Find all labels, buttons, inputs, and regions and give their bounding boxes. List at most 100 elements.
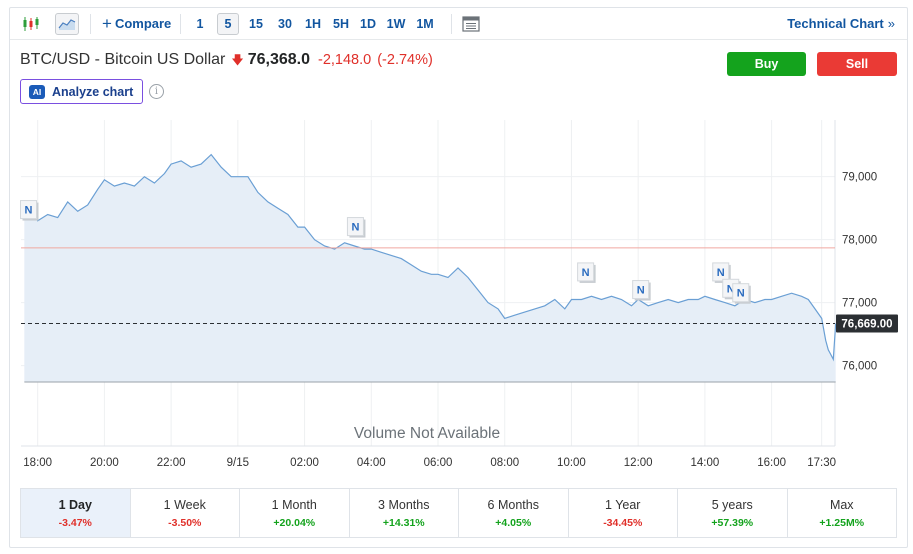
timeframe-30[interactable]: 30 bbox=[278, 17, 292, 31]
candlestick-icon[interactable] bbox=[20, 13, 42, 35]
news-marker-label: N bbox=[25, 205, 33, 217]
y-tick-label: 76,000 bbox=[842, 361, 877, 373]
period-label: 1 Year bbox=[605, 497, 641, 512]
period-1-month[interactable]: 1 Month +20.04% bbox=[240, 489, 350, 537]
timeframe-1h[interactable]: 1H bbox=[305, 17, 321, 31]
period-6-months[interactable]: 6 Months +4.05% bbox=[459, 489, 569, 537]
sell-button[interactable]: Sell bbox=[817, 52, 897, 76]
news-marker[interactable]: N bbox=[732, 283, 751, 304]
period-label: 1 Week bbox=[163, 497, 206, 512]
news-marker[interactable]: N bbox=[577, 262, 596, 283]
period-change: -34.45% bbox=[603, 516, 643, 529]
technical-chart-link[interactable]: Technical Chart» bbox=[787, 16, 895, 31]
period-1-year[interactable]: 1 Year -34.45% bbox=[569, 489, 678, 537]
chart-toolbar: + Compare 1 5 15 30 1H 5H 1D 1W 1M Technical Cha… bbox=[10, 8, 907, 40]
instrument-header: BTC/USD - Bitcoin US Dollar 🡇 76,368.0 -… bbox=[20, 51, 433, 72]
period-change: +4.05% bbox=[495, 516, 532, 529]
x-tick-label: 04:00 bbox=[357, 457, 386, 469]
period-max[interactable]: Max +1.25M% bbox=[788, 489, 897, 537]
x-tick-label: 14:00 bbox=[691, 457, 720, 469]
y-tick-label: 78,000 bbox=[842, 235, 877, 247]
period-3-months[interactable]: 3 Months +14.31% bbox=[350, 489, 459, 537]
news-marker-label: N bbox=[351, 222, 359, 234]
analyze-chart-label: Analyze chart bbox=[52, 84, 134, 99]
x-tick-label: 22:00 bbox=[157, 457, 186, 469]
news-marker[interactable]: N bbox=[712, 262, 731, 283]
period-label: Max bbox=[829, 497, 854, 512]
period-label: 3 Months bbox=[378, 497, 430, 512]
timeframe-5h[interactable]: 5H bbox=[333, 17, 349, 31]
news-marker-label: N bbox=[717, 267, 725, 279]
analyze-chart-button[interactable]: AI Analyze chart bbox=[20, 79, 143, 104]
period-label: 5 years bbox=[711, 497, 753, 512]
timeframe-15[interactable]: 15 bbox=[249, 17, 263, 31]
price-change-percent: (-2.74%) bbox=[377, 52, 433, 68]
news-marker-label: N bbox=[727, 283, 735, 295]
period-performance-bar: 1 Day -3.47% 1 Week -3.50% 1 Month +20.04% 3 M… bbox=[20, 488, 897, 538]
toolbar-divider bbox=[180, 14, 181, 34]
period-1-day[interactable]: 1 Day -3.47% bbox=[21, 489, 131, 537]
instrument-title: BTC/USD - Bitcoin US Dollar bbox=[20, 51, 226, 68]
news-marker-label: N bbox=[737, 288, 745, 300]
info-icon[interactable]: i bbox=[149, 84, 164, 99]
news-marker[interactable]: N bbox=[632, 280, 651, 301]
price-change: -2,148.0 bbox=[318, 52, 372, 68]
news-marker-box bbox=[732, 283, 750, 303]
x-tick-label: 20:00 bbox=[90, 457, 119, 469]
news-marker-box bbox=[632, 280, 650, 300]
y-axis: 79,000 78,000 77,000 76,000 bbox=[842, 172, 877, 373]
x-tick-label: 18:00 bbox=[23, 457, 52, 469]
news-marker[interactable]: N bbox=[346, 217, 366, 238]
period-label: 1 Month bbox=[271, 497, 317, 512]
table-icon[interactable] bbox=[460, 13, 482, 35]
volume-not-available: Volume Not Available bbox=[354, 425, 500, 442]
compare-label: Compare bbox=[114, 16, 172, 31]
news-marker-box bbox=[20, 200, 37, 220]
period-change: -3.50% bbox=[168, 516, 202, 529]
y-tick-label: 79,000 bbox=[842, 172, 877, 184]
last-price: 76,368.0 bbox=[247, 51, 310, 68]
x-tick-label: 12:00 bbox=[624, 457, 653, 469]
current-price-tag-label: 76,669.00 bbox=[841, 318, 892, 330]
buy-button[interactable]: Buy bbox=[727, 52, 806, 76]
timeframe-1m[interactable]: 1M bbox=[416, 17, 434, 31]
ai-icon: AI bbox=[29, 84, 45, 99]
technical-chart-label: Technical Chart bbox=[787, 16, 884, 31]
timeframe-1[interactable]: 1 bbox=[196, 17, 204, 31]
down-arrow-icon: 🡇 bbox=[231, 53, 244, 67]
news-marker-box bbox=[577, 262, 595, 282]
plus-icon: + bbox=[102, 14, 112, 33]
toolbar-divider bbox=[90, 14, 91, 34]
period-change: +1.25M% bbox=[819, 516, 865, 529]
price-line bbox=[23, 153, 837, 362]
x-tick-label: 10:00 bbox=[557, 457, 586, 469]
chart-widget-frame bbox=[9, 7, 908, 548]
price-area bbox=[24, 154, 836, 382]
timeframe-5[interactable]: 5 bbox=[217, 13, 239, 35]
compare-button[interactable]: + Compare bbox=[102, 14, 172, 33]
news-marker-box bbox=[712, 262, 730, 282]
news-marker[interactable]: N bbox=[20, 200, 39, 221]
x-tick-label: 9/15 bbox=[227, 457, 249, 469]
x-axis: 18:00 20:00 22:00 9/15 02:00 04:00 06:00 08:00 1… bbox=[23, 457, 836, 469]
double-chevron-right-icon: » bbox=[887, 16, 895, 31]
x-tick-label: 17:30 bbox=[807, 457, 836, 469]
current-price-tag: 76,669.00 bbox=[836, 314, 898, 333]
x-tick-label: 16:00 bbox=[757, 457, 786, 469]
y-tick-label: 77,000 bbox=[842, 298, 877, 310]
period-change: +57.39% bbox=[711, 516, 754, 529]
news-marker-box bbox=[346, 217, 364, 237]
timeframe-1d[interactable]: 1D bbox=[360, 17, 376, 31]
period-label: 1 Day bbox=[58, 497, 92, 512]
period-1-week[interactable]: 1 Week -3.50% bbox=[131, 489, 240, 537]
period-change: +14.31% bbox=[382, 516, 425, 529]
toolbar-divider bbox=[451, 14, 452, 34]
period-label: 6 Months bbox=[487, 497, 539, 512]
area-chart-icon[interactable] bbox=[55, 13, 79, 35]
period-change: -3.47% bbox=[58, 516, 92, 529]
x-tick-label: 06:00 bbox=[424, 457, 453, 469]
timeframe-1w[interactable]: 1W bbox=[386, 17, 406, 31]
period-5-years[interactable]: 5 years +57.39% bbox=[678, 489, 788, 537]
